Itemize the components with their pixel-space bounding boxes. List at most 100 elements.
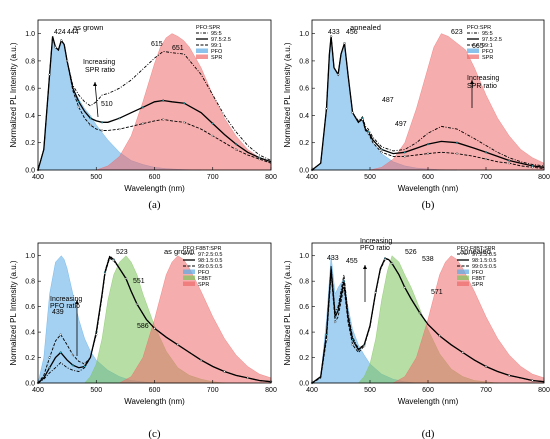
x-tick-label: 800	[538, 174, 550, 181]
series-point-3	[234, 148, 238, 151]
legend-title: PFO:SPR	[196, 25, 220, 31]
arrow-line	[94, 81, 99, 118]
panel-a: 400 500 600 700 800 0.0 0.2 0.4 0.6 0.8 1.0 Wavelen…	[9, 19, 277, 211]
x-tick-label: 600	[149, 174, 161, 181]
series-point-3	[351, 343, 354, 346]
series-point-2	[77, 100, 80, 103]
series-point-3	[531, 166, 534, 169]
panel-c: 400 500 600 700 800 0.0 0.2 0.4 0.6 0.8 1.0 Wavelen…	[9, 242, 277, 439]
peak-annotation: 586	[137, 323, 149, 330]
series-point-3	[426, 152, 430, 155]
peak-annotation: 623	[451, 29, 463, 36]
peak-annotation: 456	[346, 29, 358, 36]
x-tick-label: 800	[538, 387, 550, 394]
x-tick-label: 600	[422, 387, 434, 394]
x-tick-label: 500	[364, 174, 376, 181]
x-tick-label: 700	[207, 387, 219, 394]
y-tick-label: 0.4	[25, 330, 35, 337]
y-tick-label: 0.6	[25, 86, 35, 93]
peak-annotation: Increasing	[360, 238, 392, 245]
series-point-3	[223, 370, 226, 373]
series-point-3	[343, 42, 346, 45]
series-point-3	[60, 39, 63, 42]
y-tick-label: 1.0	[25, 253, 35, 260]
series-point-3	[103, 272, 107, 275]
series-point-2	[211, 122, 214, 125]
series-point-3	[77, 106, 80, 109]
series-point-2	[484, 151, 488, 154]
series-point-3	[258, 158, 261, 161]
series-point-3	[484, 158, 488, 161]
series-point-3	[508, 374, 511, 377]
x-tick-label: 800	[265, 174, 277, 181]
peak-annotation: 651	[172, 45, 184, 52]
legend-title: PFO:F8BT:SPR	[457, 246, 496, 252]
y-tick-label: 0.8	[299, 279, 309, 286]
legend-entry: 99:1	[211, 43, 222, 49]
x-tick-label: 700	[480, 174, 492, 181]
x-axis-label: Wavelength (nm)	[124, 397, 185, 406]
peak-annotation: SPR ratio	[85, 67, 115, 74]
y-tick-label: 0.0	[25, 168, 35, 175]
x-tick-label: 400	[32, 387, 44, 394]
legend-swatch	[183, 275, 195, 280]
legend-swatch	[467, 54, 479, 59]
legend-entry: PFO	[472, 270, 484, 276]
peak-annotation: 497	[395, 121, 407, 128]
peak-annotation: 523	[116, 249, 128, 256]
series-point-3	[246, 376, 249, 379]
peak-annotation: 487	[382, 97, 394, 104]
x-tick-label: 500	[364, 387, 376, 394]
x-tick-label: 500	[90, 174, 102, 181]
series-point-2	[59, 351, 62, 354]
series-point-3	[48, 356, 51, 359]
series-point-3	[418, 311, 421, 315]
legend-swatch	[457, 269, 469, 274]
y-tick-label: 1.0	[299, 31, 309, 38]
series-point-3	[342, 285, 345, 288]
x-tick-label: 700	[207, 174, 219, 181]
legend-swatch	[457, 281, 469, 286]
peak-annotation: 615	[151, 41, 163, 48]
y-tick-label: 0.4	[25, 113, 35, 120]
legend-entry: 97.5:2.5	[211, 37, 231, 43]
y-tick-label: 0.2	[25, 140, 35, 147]
y-axis-label: Normalized PL Intensity (a.u.)	[9, 42, 18, 147]
series-point-3	[334, 320, 337, 323]
series-line-3	[311, 259, 545, 384]
legend-entry: SPR	[482, 55, 493, 61]
x-tick-label: 400	[32, 174, 44, 181]
y-tick-label: 0.4	[299, 113, 309, 120]
series-point-3	[325, 338, 328, 341]
series-point-2	[455, 141, 459, 144]
peak-annotation: 538	[422, 256, 434, 263]
series-point-3	[374, 291, 377, 294]
series-line-1	[311, 36, 545, 171]
legend-entry: 95:5	[211, 31, 222, 37]
y-tick-label: 0.6	[25, 304, 35, 311]
series-point-3	[153, 327, 156, 330]
x-tick-label: 400	[306, 174, 318, 181]
series-point-2	[71, 364, 74, 367]
series-point-3	[59, 333, 62, 336]
series-point-3	[112, 259, 115, 262]
legend-entry: PFO	[211, 49, 223, 55]
series-line-3	[37, 257, 272, 384]
peak-annotation: 526	[405, 249, 417, 256]
series-point-2	[403, 151, 406, 154]
legend-entry: PFO	[482, 49, 494, 55]
peak-annotation: Increasing	[83, 59, 115, 66]
peak-annotation: 455	[346, 258, 358, 265]
series-line-3	[311, 36, 545, 171]
series-point-3	[508, 162, 511, 165]
series-point-3	[484, 365, 488, 368]
series-point-2	[48, 366, 51, 369]
series-point-2	[162, 99, 165, 102]
legend-swatch	[183, 281, 195, 286]
arrow-head	[470, 80, 474, 84]
legend-entry: SPR	[472, 282, 483, 288]
area-spr	[369, 33, 545, 171]
y-tick-label: 1.0	[299, 253, 309, 260]
y-tick-label: 0.0	[25, 381, 35, 388]
